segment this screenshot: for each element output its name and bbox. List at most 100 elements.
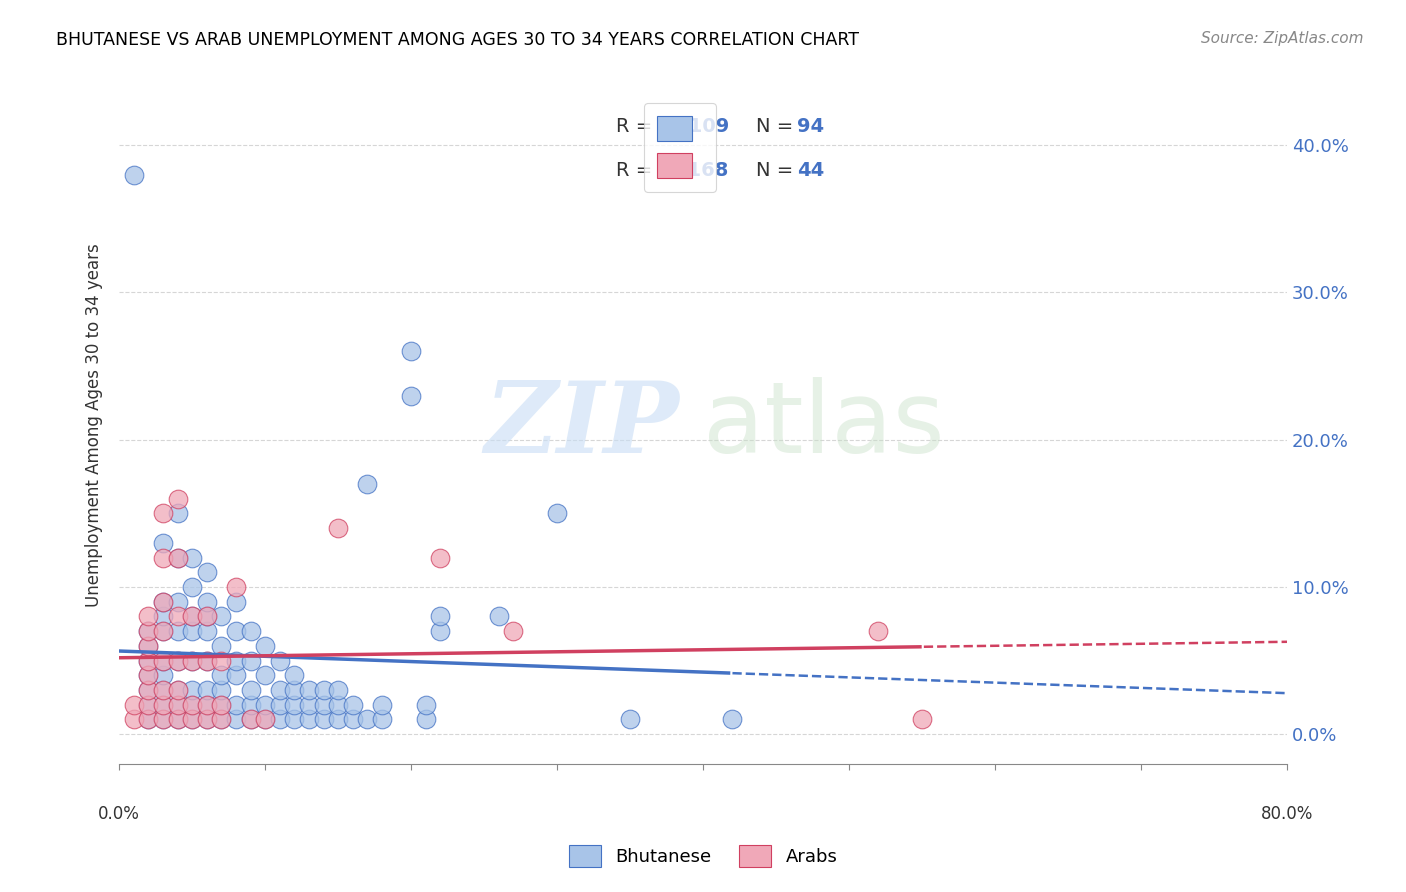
Point: [166, 550, 188, 565]
Point: [152, 654, 174, 668]
Legend: , : ,: [644, 103, 716, 192]
Point: [195, 698, 218, 712]
Point: [211, 683, 233, 698]
Point: [166, 698, 188, 712]
Point: [239, 683, 262, 698]
Text: Source: ZipAtlas.com: Source: ZipAtlas.com: [1201, 31, 1364, 46]
Text: N =: N =: [756, 117, 793, 136]
Point: [211, 609, 233, 624]
Point: [211, 698, 233, 712]
Point: [152, 624, 174, 639]
Point: [225, 654, 247, 668]
Y-axis label: Unemployment Among Ages 30 to 34 years: Unemployment Among Ages 30 to 34 years: [86, 244, 103, 607]
Point: [166, 713, 188, 727]
Point: [166, 683, 188, 698]
Point: [269, 713, 291, 727]
Point: [429, 609, 451, 624]
Point: [195, 566, 218, 580]
Point: [122, 713, 145, 727]
Text: R =: R =: [616, 161, 652, 180]
Point: [546, 507, 568, 521]
Point: [225, 624, 247, 639]
Point: [298, 683, 321, 698]
Point: [152, 609, 174, 624]
Point: [166, 654, 188, 668]
Point: [225, 595, 247, 609]
Point: [152, 698, 174, 712]
Point: [138, 668, 160, 682]
Point: [152, 595, 174, 609]
Point: [152, 536, 174, 550]
Point: [356, 713, 378, 727]
Point: [195, 654, 218, 668]
Point: [254, 713, 277, 727]
Point: [138, 654, 160, 668]
Point: [254, 639, 277, 653]
Text: R =: R =: [616, 117, 652, 136]
Point: [195, 609, 218, 624]
Point: [166, 683, 188, 698]
Point: [254, 668, 277, 682]
Point: [239, 713, 262, 727]
Point: [181, 713, 204, 727]
Point: [122, 698, 145, 712]
Point: [328, 683, 350, 698]
Point: [122, 168, 145, 182]
Point: [239, 698, 262, 712]
Text: -0.109: -0.109: [659, 117, 730, 136]
Point: [488, 609, 510, 624]
Text: atlas: atlas: [703, 376, 945, 474]
Point: [152, 595, 174, 609]
Point: [152, 624, 174, 639]
Point: [283, 683, 305, 698]
Point: [225, 698, 247, 712]
Point: [138, 698, 160, 712]
Point: [371, 698, 394, 712]
Point: [181, 698, 204, 712]
Point: [211, 639, 233, 653]
Point: [211, 668, 233, 682]
Point: [166, 550, 188, 565]
Text: N =: N =: [756, 161, 793, 180]
Point: [911, 713, 934, 727]
Point: [138, 713, 160, 727]
Text: 44: 44: [797, 161, 824, 180]
Point: [415, 713, 437, 727]
Point: [211, 713, 233, 727]
Point: [181, 609, 204, 624]
Text: ZIP: ZIP: [485, 376, 681, 474]
Point: [152, 550, 174, 565]
Point: [225, 580, 247, 594]
Text: BHUTANESE VS ARAB UNEMPLOYMENT AMONG AGES 30 TO 34 YEARS CORRELATION CHART: BHUTANESE VS ARAB UNEMPLOYMENT AMONG AGE…: [56, 31, 859, 49]
Point: [138, 713, 160, 727]
Point: [166, 654, 188, 668]
Point: [152, 683, 174, 698]
Point: [399, 388, 422, 402]
Point: [166, 609, 188, 624]
Point: [181, 713, 204, 727]
Point: [181, 683, 204, 698]
Point: [152, 713, 174, 727]
Point: [195, 654, 218, 668]
Text: 80.0%: 80.0%: [1261, 805, 1313, 823]
Point: [138, 654, 160, 668]
Point: [356, 477, 378, 491]
Point: [152, 713, 174, 727]
Point: [721, 713, 744, 727]
Point: [415, 698, 437, 712]
Point: [269, 654, 291, 668]
Point: [166, 624, 188, 639]
Point: [283, 713, 305, 727]
Point: [181, 624, 204, 639]
Point: [312, 698, 335, 712]
Point: [138, 639, 160, 653]
Point: [328, 521, 350, 535]
Point: [181, 580, 204, 594]
Point: [152, 654, 174, 668]
Point: [868, 624, 890, 639]
Point: [211, 698, 233, 712]
Point: [138, 683, 160, 698]
Point: [138, 624, 160, 639]
Point: [225, 668, 247, 682]
Point: [619, 713, 641, 727]
